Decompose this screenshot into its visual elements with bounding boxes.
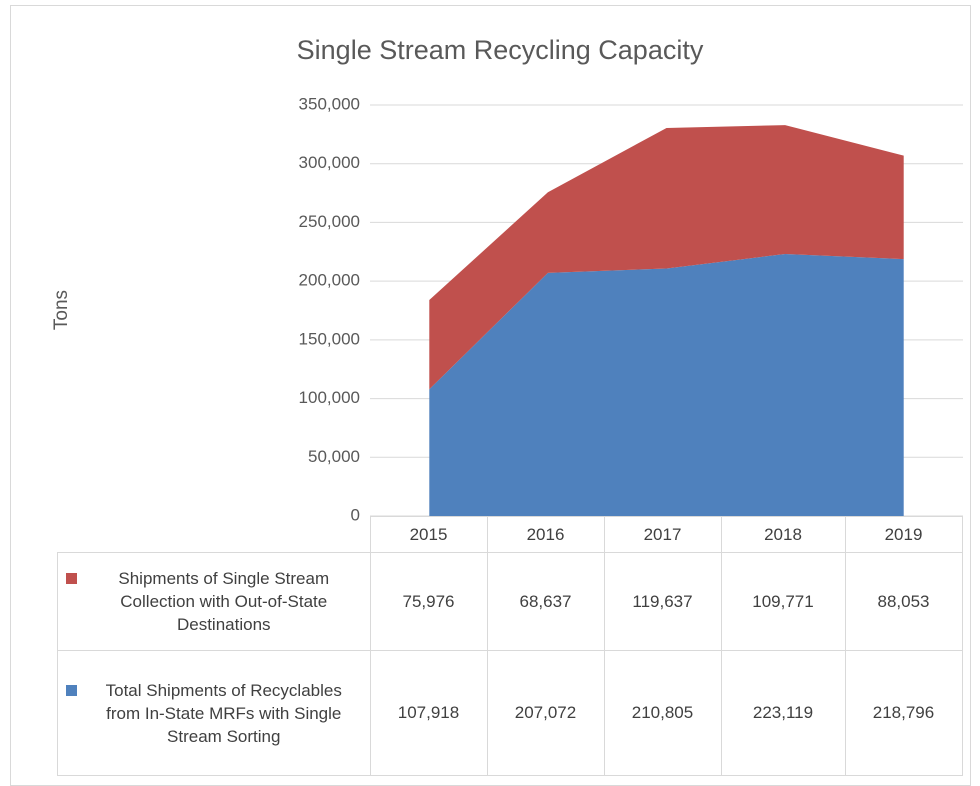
area — [429, 253, 904, 516]
table-value: 218,796 — [844, 650, 963, 776]
table-corner — [57, 516, 371, 553]
table-value: 207,072 — [486, 650, 605, 776]
legend-entry: Total Shipments of Recyclables from In-S… — [57, 650, 371, 776]
table-value: 107,918 — [369, 650, 488, 776]
x-tick-label: 2016 — [486, 516, 605, 553]
table-value: 68,637 — [486, 552, 605, 651]
x-tick-label: 2017 — [603, 516, 722, 553]
y-axis-label: Tons — [51, 290, 72, 330]
y-tick-label: 100,000 — [299, 388, 360, 407]
table-value: 223,119 — [720, 650, 846, 776]
y-tick-label: 200,000 — [299, 271, 360, 290]
table-value: 88,053 — [844, 552, 963, 651]
table-value: 210,805 — [603, 650, 722, 776]
y-tick-label: 250,000 — [299, 212, 360, 231]
y-tick-label: 150,000 — [299, 329, 360, 348]
y-tick-label: 0 — [351, 505, 360, 524]
table-value: 119,637 — [603, 552, 722, 651]
x-tick-label: 2019 — [844, 516, 963, 553]
legend-label: Shipments of Single Stream Collection wi… — [118, 569, 330, 634]
legend-entry: Shipments of Single Stream Collection wi… — [57, 552, 371, 651]
legend-label: Total Shipments of Recyclables from In-S… — [105, 680, 342, 746]
legend-swatch — [66, 684, 77, 696]
table-value: 75,976 — [369, 552, 488, 651]
y-tick-label: 350,000 — [299, 94, 360, 113]
y-tick-label: 50,000 — [308, 447, 360, 466]
legend-swatch — [66, 573, 77, 584]
table-value: 109,771 — [720, 552, 846, 651]
data-table: 2015 2016 2017 2018 2019 Shipments of Single … — [57, 516, 963, 776]
x-tick-label: 2015 — [369, 516, 488, 553]
y-tick-label: 300,000 — [299, 153, 360, 172]
area — [429, 125, 904, 390]
chart-title: Single Stream Recycling Capacity — [297, 35, 704, 65]
x-tick-label: 2018 — [720, 516, 846, 553]
